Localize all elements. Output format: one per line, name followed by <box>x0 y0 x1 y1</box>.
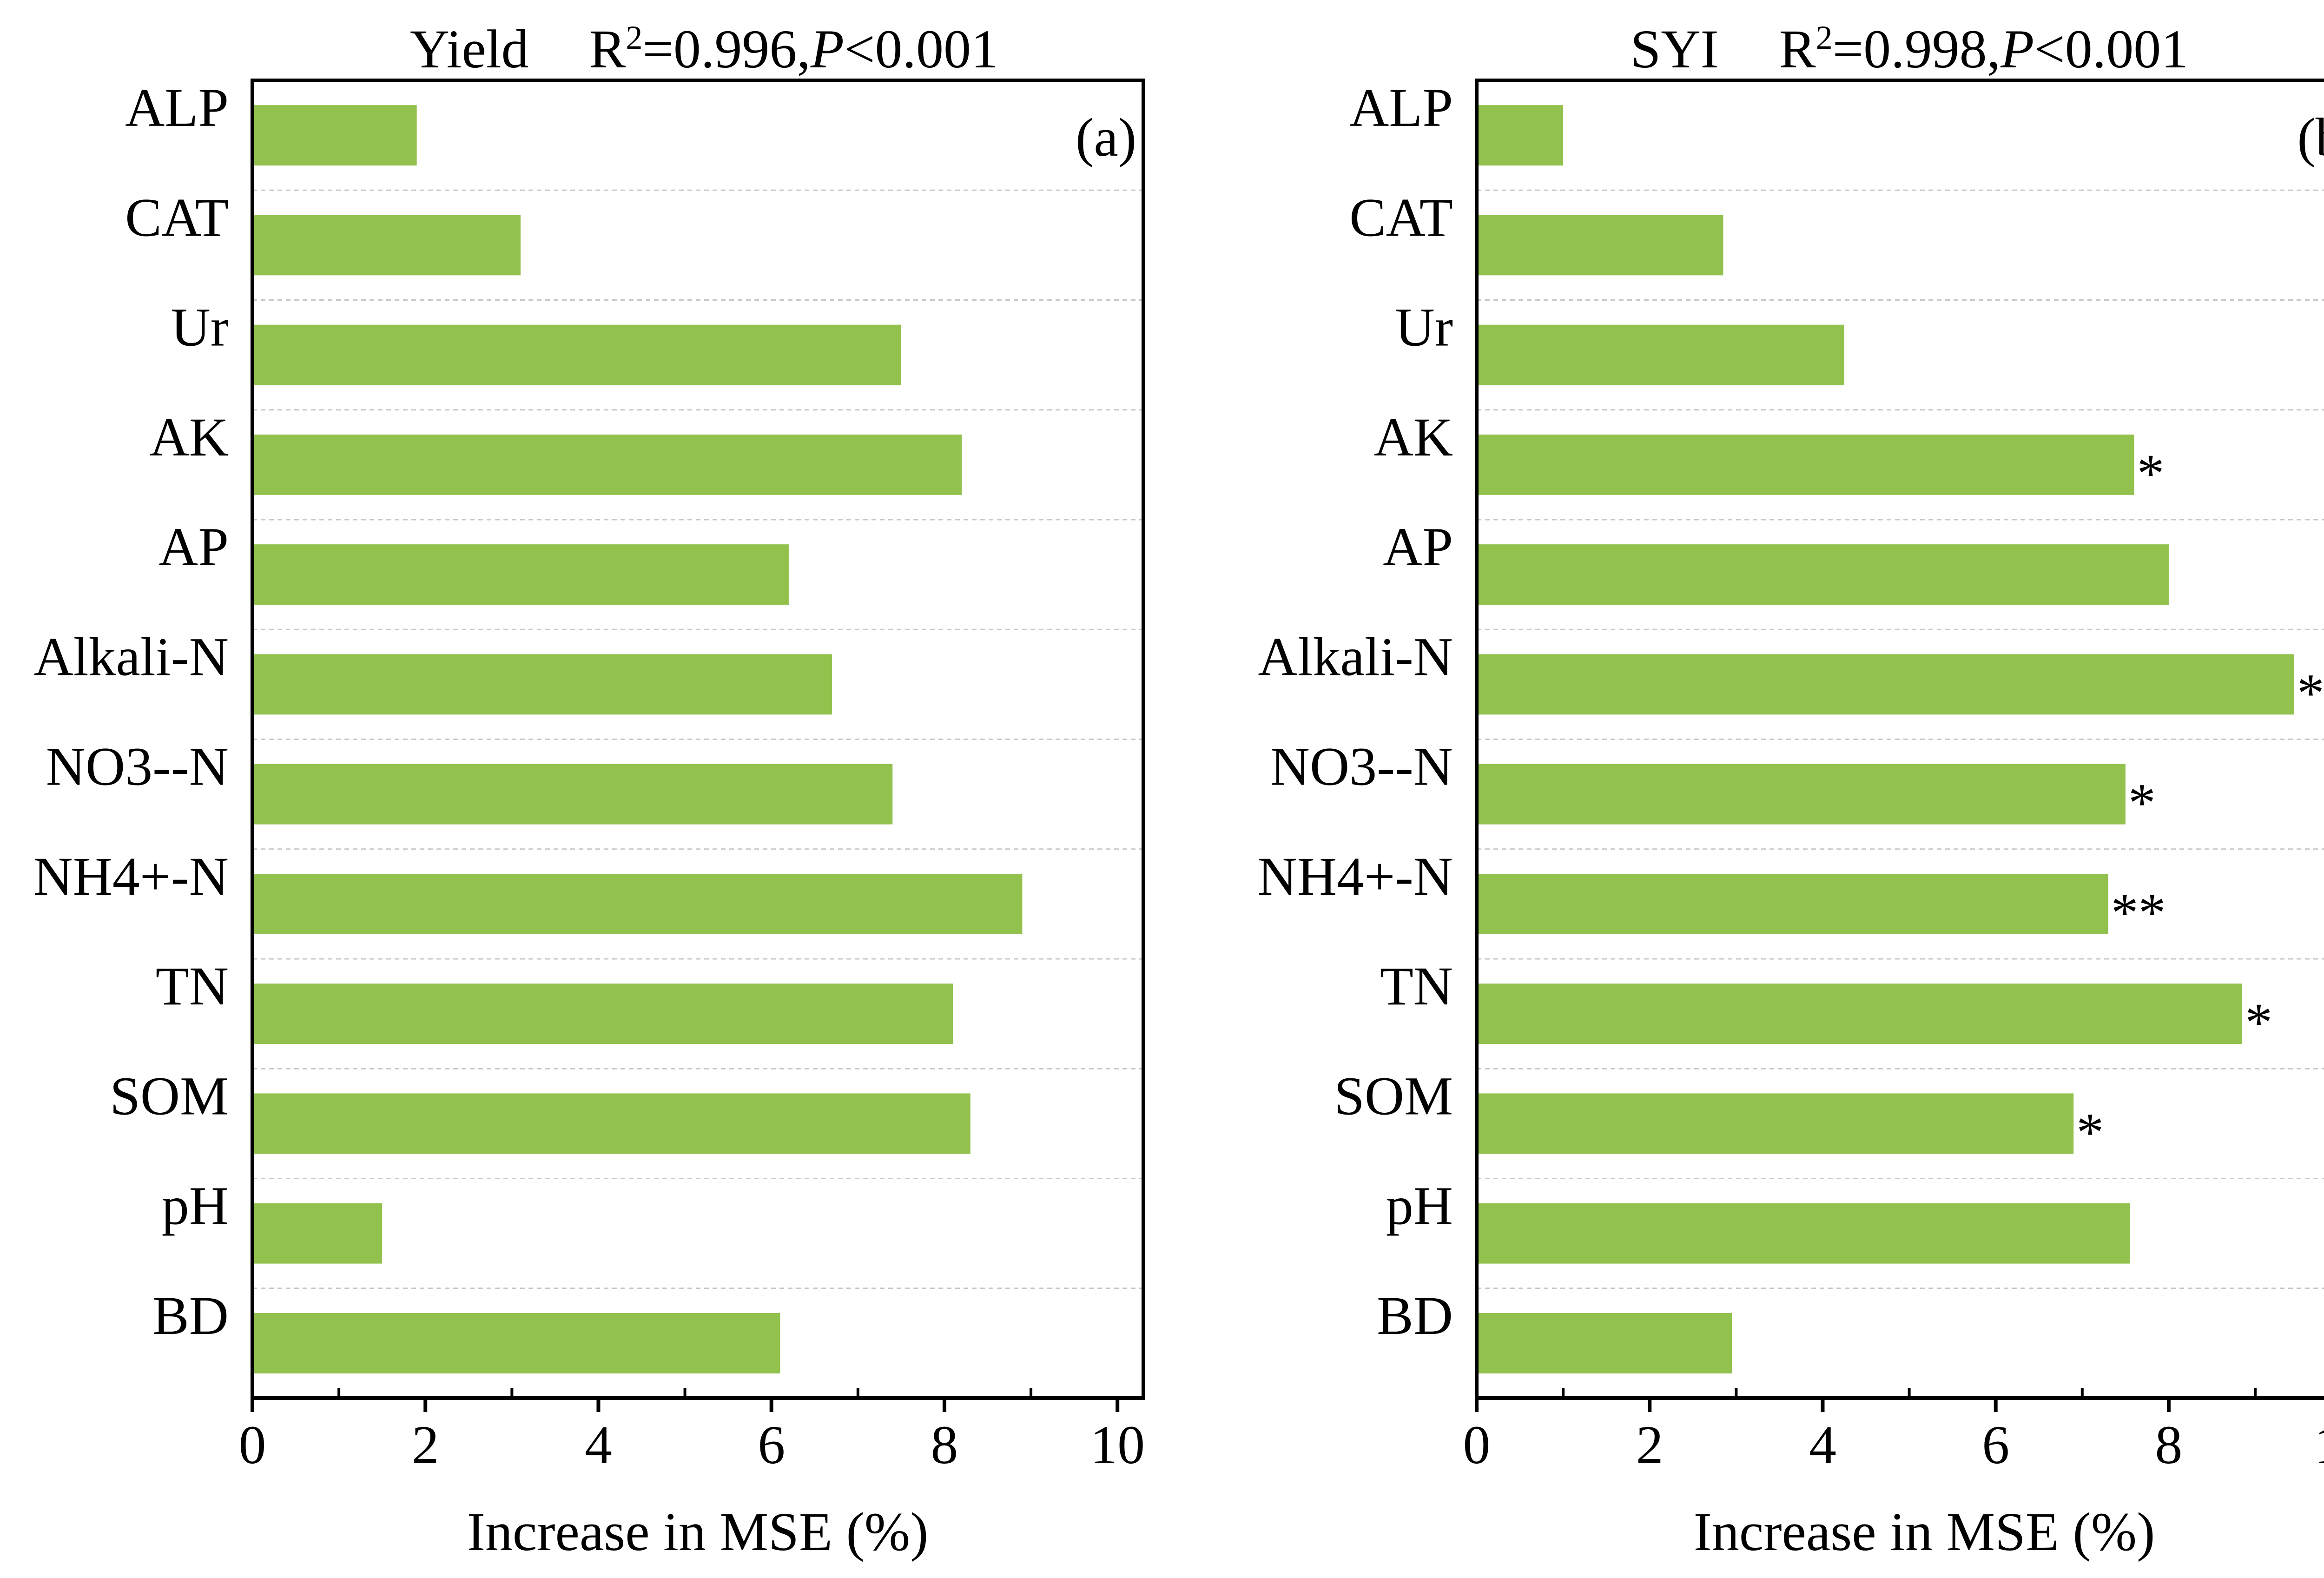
panel-b-significance-mark: * <box>2245 992 2272 1053</box>
panel-b-tick-label: 2 <box>1636 1414 1664 1475</box>
panel-b: SYI R2=0.998,P<0.001 ******* ALPCATUrAKAP… <box>1258 19 2324 1562</box>
panel-b-bar <box>1477 434 2134 495</box>
panel-a-bar <box>252 215 521 276</box>
panel-a-bar <box>252 1313 780 1373</box>
panel-a-tick-label: 2 <box>412 1414 439 1475</box>
panel-a-bar <box>252 873 1023 934</box>
panel-a-bar <box>252 984 953 1044</box>
panel-b-tick-label: 6 <box>1982 1414 2009 1475</box>
panel-a-tick-label: 10 <box>1090 1414 1145 1475</box>
panel-b-significance-mark: * <box>2137 443 2164 504</box>
panel-b-title-text: SYI R2=0.998,P<0.001 <box>1631 19 2189 79</box>
panel-b-bar <box>1477 764 2126 825</box>
panel-a-title-name: Yield <box>410 19 529 79</box>
panel-b-category-label: Alkali-N <box>1258 626 1453 687</box>
panel-b-bar <box>1477 1093 2074 1154</box>
panel-b-bar <box>1477 1313 1732 1373</box>
panel-b-bar <box>1477 654 2294 715</box>
panel-a-bar <box>252 324 901 385</box>
panel-a-category-label: SOM <box>110 1065 229 1126</box>
panel-a-category-label: NH4+-N <box>33 846 229 907</box>
panel-b-p-value: <0.001 <box>2034 19 2188 79</box>
panel-b-tick-label: 4 <box>1809 1414 1836 1475</box>
panel-a-tick-labels: 0 2 4 6 8 10 <box>239 1414 1145 1475</box>
panel-b-r2-value: =0.998, <box>1833 19 2001 79</box>
panel-b-category-label: TN <box>1380 956 1453 1017</box>
panel-b-bar <box>1477 215 1723 276</box>
panel-b-bar <box>1477 984 2243 1044</box>
panel-a-plot-frame <box>251 79 1145 1400</box>
panel-a-bar <box>252 764 893 825</box>
panel-a-r2-value: =0.996, <box>642 19 811 79</box>
panel-a-ticks <box>251 1388 1120 1412</box>
panel-a-bar <box>252 105 417 166</box>
panel-b-plot-frame <box>1475 79 2324 1400</box>
panel-a-category-label: ALP <box>125 77 229 138</box>
panel-b-bar <box>1477 873 2108 934</box>
panel-b-tick-label: 10 <box>2314 1414 2324 1475</box>
panel-b-bar <box>1477 105 1564 166</box>
panel-a-tick-label: 6 <box>758 1414 785 1475</box>
panel-a-category-label: Ur <box>171 297 229 358</box>
panel-b-bars <box>1477 105 2294 1373</box>
panel-a-gridlines <box>252 189 1143 1289</box>
panel-a-category-label: NO3--N <box>46 736 229 797</box>
panel-b-significance-mark: * <box>2128 772 2156 833</box>
panel-b-title: SYI R2=0.998,P<0.001 <box>1631 19 2189 79</box>
panel-b-category-label: Ur <box>1395 297 1453 358</box>
panel-a-category-label: TN <box>156 956 229 1017</box>
panel-b-category-label: AP <box>1383 516 1453 577</box>
panel-a-bar <box>252 654 832 715</box>
panel-b-bar <box>1477 324 1844 385</box>
panel-a-title: Yield R2=0.996,P<0.001 <box>410 19 998 79</box>
panel-b-category-label: NH4+-N <box>1258 846 1453 907</box>
panel-b-bar <box>1477 544 2169 605</box>
panel-a-bar <box>252 1093 971 1154</box>
panel-a-category-label: AK <box>150 407 229 468</box>
panel-b-category-label: SOM <box>1334 1065 1453 1126</box>
panel-a-category-label: pH <box>162 1175 229 1236</box>
panel-a-tick-label: 8 <box>931 1414 958 1475</box>
panel-b-x-axis-title: Increase in MSE (%) <box>1694 1501 2155 1562</box>
panel-a-p-value: <0.001 <box>844 19 998 79</box>
panel-a-category-label: Alkali-N <box>34 626 229 687</box>
panel-a-tick-label: 0 <box>239 1414 266 1475</box>
panel-a-bars <box>252 105 1023 1373</box>
panel-a-category-label: CAT <box>125 187 229 248</box>
panel-b-category-label: AK <box>1374 407 1453 468</box>
panel-b-significance-mark: * <box>2076 1102 2104 1162</box>
panel-b-category-label: ALP <box>1349 77 1453 138</box>
panel-a-bar <box>252 1203 383 1264</box>
panel-b-category-label: CAT <box>1349 187 1453 248</box>
panel-b-gridlines <box>1477 189 2324 1289</box>
panel-b-category-label: pH <box>1386 1175 1453 1236</box>
panel-b-significance-marks: ******* <box>2076 443 2324 1163</box>
panel-a-panel-label: (a) <box>1076 107 1136 168</box>
panel-b-tick-label: 8 <box>2155 1414 2182 1475</box>
panel-b-significance-mark: ** <box>2111 882 2166 943</box>
panel-a-bar <box>252 544 789 605</box>
panel-b-category-labels: ALP CAT Ur AK AP Alkali-N NO3--N NH4+-N TN SOM pH B… <box>1258 77 1453 1346</box>
panel-a-category-labels: ALP CAT Ur AK AP Alkali-N NO3--N NH4+-N TN SOM pH B… <box>33 77 229 1346</box>
panel-a-title-text: Yield R2=0.996,P<0.001 <box>410 19 998 79</box>
panel-b-title-name: SYI <box>1631 19 1719 79</box>
panel-b-ticks <box>1475 1388 2257 1412</box>
panel-a-category-label: AP <box>158 516 229 577</box>
panel-b-tick-labels: 0 2 4 6 8 10 <box>1463 1414 2324 1475</box>
panel-a-tick-label: 4 <box>585 1414 612 1475</box>
panel-b-bar <box>1477 1203 2130 1264</box>
panel-a-category-label: BD <box>152 1285 229 1346</box>
panel-a-x-axis-title: Increase in MSE (%) <box>467 1501 929 1562</box>
panel-b-tick-label: 0 <box>1463 1414 1491 1475</box>
panel-b-category-label: NO3--N <box>1270 736 1453 797</box>
panel-a-bar <box>252 434 962 495</box>
panel-b-panel-label: (b) <box>2297 107 2324 168</box>
panel-b-significance-mark: * <box>2297 662 2324 723</box>
panel-b-category-label: BD <box>1377 1285 1453 1346</box>
panel-a: Yield R2=0.996,P<0.001 ALP CAT Ur AK AP Alkali… <box>33 19 1145 1562</box>
